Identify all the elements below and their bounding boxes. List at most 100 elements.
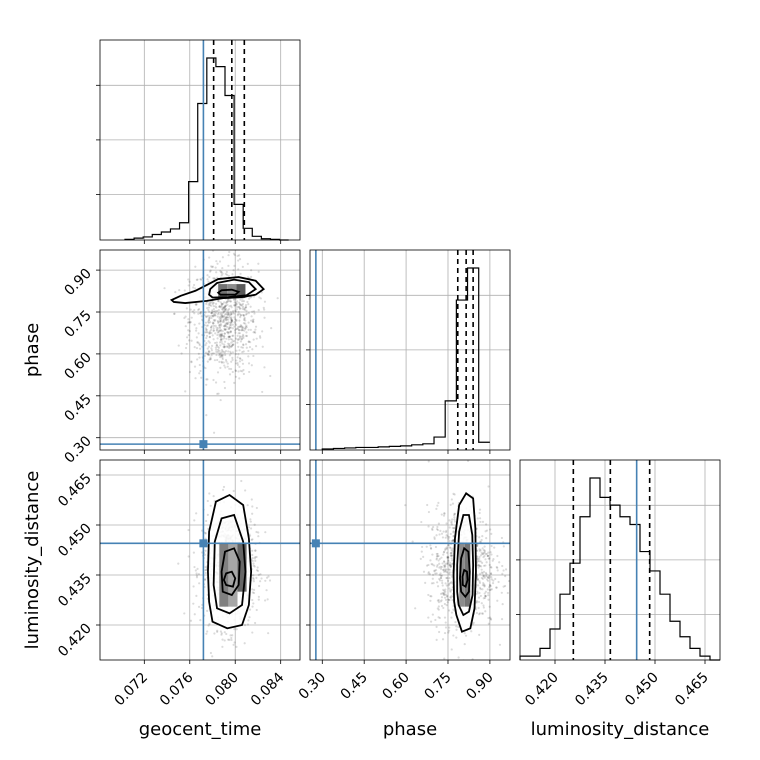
sample-point xyxy=(228,342,231,346)
sample-point xyxy=(229,352,233,355)
sample-point xyxy=(446,556,450,560)
sample-point xyxy=(227,638,230,641)
sample-point xyxy=(501,603,504,606)
sample-point xyxy=(484,558,487,561)
sample-point xyxy=(439,600,442,603)
sample-point xyxy=(446,556,449,559)
sample-point xyxy=(227,318,230,321)
sample-point xyxy=(198,308,201,311)
sample-point xyxy=(227,335,230,338)
sample-point xyxy=(226,345,229,348)
sample-point xyxy=(208,316,211,320)
sample-point xyxy=(498,561,501,564)
sample-point xyxy=(231,319,234,322)
scatter-phase-luminosity_distance: 0.30 0.45 0.60 0.75 0.90 xyxy=(296,459,511,703)
sample-point xyxy=(248,608,252,611)
sample-point xyxy=(251,505,254,508)
sample-point xyxy=(204,343,207,347)
sample-point xyxy=(227,321,230,324)
sample-point xyxy=(440,565,443,569)
sample-point xyxy=(449,590,452,593)
sample-point xyxy=(203,553,206,556)
sample-point xyxy=(233,381,236,384)
sample-point xyxy=(210,347,213,350)
sample-point xyxy=(178,288,181,292)
sample-point xyxy=(438,630,441,634)
sample-point xyxy=(266,598,269,601)
sample-point xyxy=(197,572,200,576)
sample-point xyxy=(233,304,236,307)
sample-point xyxy=(207,319,210,322)
sample-point xyxy=(420,550,423,553)
sample-point xyxy=(490,553,493,556)
sample-point xyxy=(206,353,209,356)
sample-point xyxy=(211,303,214,306)
sample-point xyxy=(220,361,224,364)
sample-point xyxy=(236,314,239,317)
sample-point xyxy=(480,551,483,554)
sample-point xyxy=(204,327,208,330)
sample-point xyxy=(241,299,244,303)
sample-point xyxy=(450,523,454,526)
sample-point xyxy=(247,340,250,343)
sample-point xyxy=(213,310,216,313)
sample-point xyxy=(480,571,483,574)
sample-point xyxy=(239,313,243,317)
sample-point xyxy=(498,643,502,646)
sample-point xyxy=(435,557,438,560)
sample-point xyxy=(216,392,219,395)
sample-point xyxy=(241,350,244,354)
sample-point xyxy=(207,624,210,627)
sample-point xyxy=(486,575,489,579)
sample-point xyxy=(214,305,217,308)
sample-point xyxy=(206,360,209,363)
sample-point xyxy=(241,304,244,307)
sample-point xyxy=(239,272,242,275)
sample-point xyxy=(193,312,196,315)
sample-point xyxy=(484,595,487,598)
sample-point xyxy=(250,498,253,501)
sample-point xyxy=(486,554,490,558)
sample-point xyxy=(257,595,260,598)
contour-line xyxy=(456,514,475,617)
sample-point xyxy=(217,300,220,303)
sample-point xyxy=(451,550,454,553)
sample-point xyxy=(438,557,441,561)
sample-point xyxy=(224,353,227,357)
sample-point xyxy=(215,329,218,332)
sample-point xyxy=(447,584,451,587)
sample-point xyxy=(484,564,487,567)
sample-point xyxy=(475,600,478,603)
sample-point xyxy=(480,612,484,615)
sample-point xyxy=(249,518,252,521)
sample-point xyxy=(244,325,247,328)
sample-point xyxy=(221,272,224,275)
sample-point xyxy=(214,266,217,269)
sample-point xyxy=(230,312,233,315)
sample-point xyxy=(198,356,201,359)
sample-point xyxy=(234,337,238,340)
sample-point xyxy=(220,332,224,335)
sample-point xyxy=(226,365,229,368)
sample-point xyxy=(485,537,488,540)
sample-point xyxy=(445,551,449,554)
sample-point xyxy=(212,322,215,325)
sample-point xyxy=(222,302,225,306)
sample-point xyxy=(245,324,248,327)
sample-point xyxy=(444,531,448,534)
x-axis-label-phase: phase xyxy=(383,719,437,740)
sample-point xyxy=(238,325,242,328)
axes-frame xyxy=(99,249,301,451)
sample-point xyxy=(218,329,221,332)
sample-point xyxy=(209,269,212,272)
sample-point xyxy=(441,584,444,587)
sample-point xyxy=(220,348,224,352)
sample-point xyxy=(232,309,235,313)
sample-point xyxy=(235,318,238,322)
sample-point xyxy=(244,343,248,346)
sample-point xyxy=(241,302,245,306)
sample-point xyxy=(226,300,229,303)
x-tick-label: 0.084 xyxy=(248,669,288,709)
sample-point xyxy=(483,551,486,554)
sample-point xyxy=(455,625,458,628)
